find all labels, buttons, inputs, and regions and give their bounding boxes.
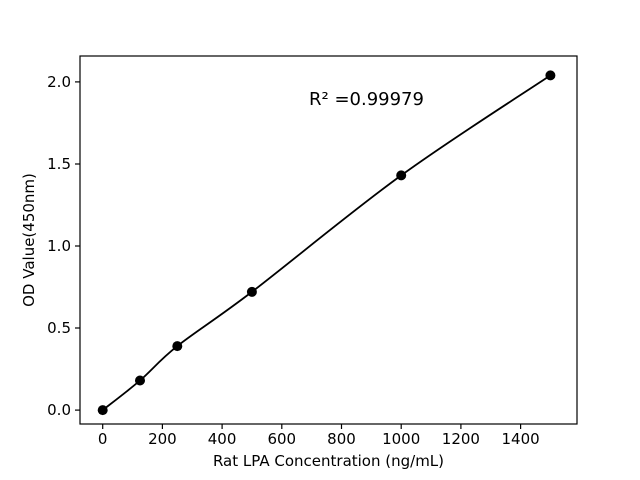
y-tick-label: 1.0 [47,237,71,255]
y-tick-label: 0.5 [47,319,71,337]
data-point-marker [135,375,145,386]
x-tick-label: 600 [267,430,296,448]
data-point-marker [97,405,108,416]
data-point-marker [396,170,407,181]
data-point-marker [545,70,556,81]
y-tick-label: 1.5 [47,155,71,173]
x-tick-label: 1400 [502,430,540,448]
y-axis-label: OD Value(450nm) [20,173,38,307]
x-tick-label: 1200 [442,430,480,448]
data-point-marker [246,286,257,297]
plot-border [79,55,578,425]
x-tick-label: 800 [327,430,356,448]
data-point-marker [172,341,183,352]
r-squared-annotation: R² =0.99979 [309,89,424,110]
y-tick-label: 2.0 [47,73,71,91]
x-tick-label: 400 [208,430,237,448]
x-tick-label: 0 [98,430,108,448]
y-tick-label: 0.0 [47,401,71,419]
x-axis-label: Rat LPA Concentration (ng/mL) [212,452,445,470]
x-tick-label: 1000 [382,430,420,448]
x-tick-label: 200 [148,430,177,448]
